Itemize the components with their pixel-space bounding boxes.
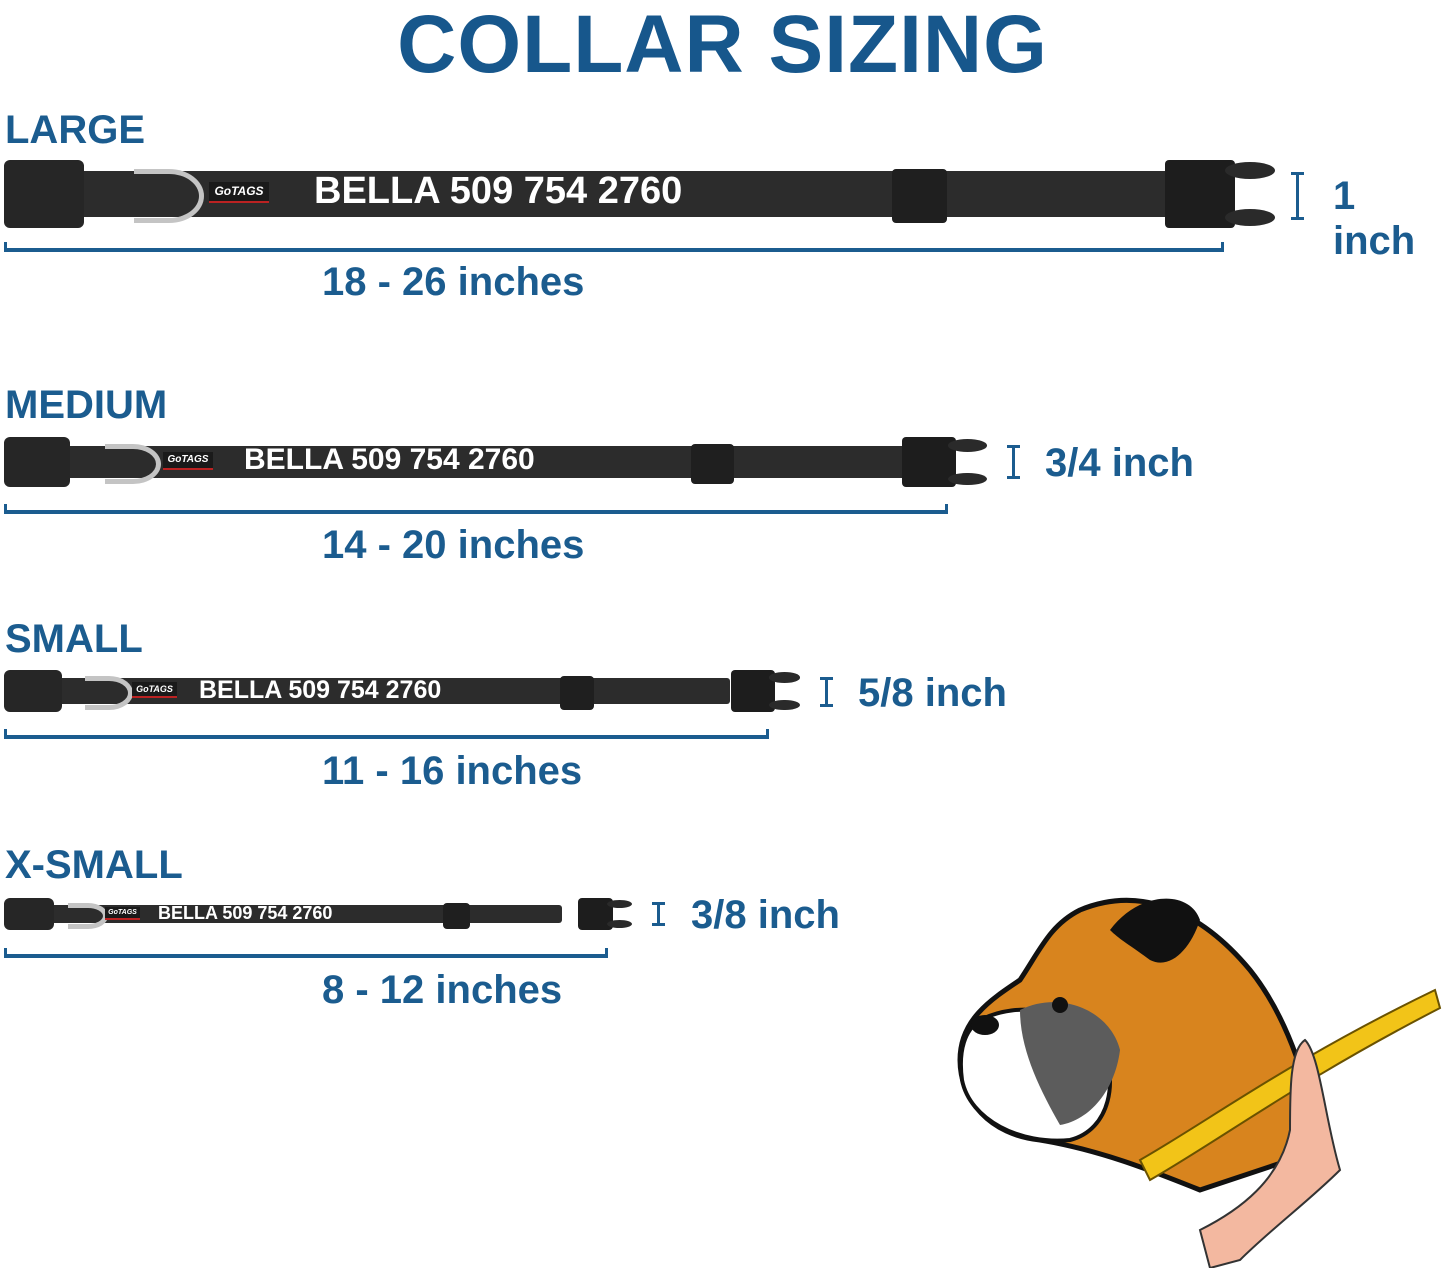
width-label: 3/8 inch — [691, 893, 840, 937]
width-label: 3/4 inch — [1045, 441, 1194, 485]
buckle-prong-bottom — [948, 472, 987, 485]
size-name: MEDIUM — [5, 383, 168, 427]
d-ring — [134, 169, 204, 223]
buckle-prong-top — [948, 439, 987, 452]
d-ring — [68, 903, 108, 929]
brand-logo: GoTAGS — [209, 182, 269, 204]
length-range-label: 18 - 26 inches — [322, 260, 585, 304]
length-range-label: 14 - 20 inches — [322, 523, 585, 567]
buckle-prong-bottom — [1225, 209, 1275, 226]
hand — [1198, 1038, 1342, 1268]
length-line — [4, 948, 608, 958]
engraved-text: BELLA 509 754 2760 — [199, 675, 442, 704]
collar-image: GoTAGS BELLA 509 754 2760 — [4, 670, 800, 712]
brand-logo: GoTAGS — [105, 907, 140, 921]
length-line — [4, 729, 769, 739]
buckle-prong-bottom — [607, 920, 632, 928]
engraved-text: BELLA 509 754 2760 — [314, 170, 683, 213]
male-buckle — [902, 437, 956, 487]
collar-image: GoTAGS BELLA 509 754 2760 — [4, 898, 632, 930]
collar-female-buckle — [4, 898, 54, 930]
adjuster-slider — [892, 169, 947, 223]
page-title: COLLAR SIZING — [397, 0, 1048, 90]
buckle-prong-top — [607, 900, 632, 908]
male-buckle — [731, 670, 775, 712]
width-bracket-icon — [1007, 445, 1020, 479]
buckle-prong-top — [1225, 162, 1275, 179]
engraved-text: BELLA 509 754 2760 — [158, 902, 333, 923]
d-ring — [105, 444, 161, 484]
dog-ear — [1110, 898, 1200, 963]
brand-logo: GoTAGS — [163, 452, 213, 470]
width-bracket-icon — [1291, 172, 1304, 220]
collar-image: GoTAGS BELLA 509 754 2760 — [4, 437, 987, 487]
engraved-text: BELLA 509 754 2760 — [244, 443, 535, 477]
length-range-label: 11 - 16 inches — [322, 749, 583, 793]
dog-eye — [1052, 997, 1068, 1013]
length-range-label: 8 - 12 inches — [322, 968, 563, 1012]
size-name: LARGE — [5, 108, 145, 152]
length-line — [4, 242, 1224, 252]
width-label: 1 inch — [1333, 174, 1416, 263]
dog-nose — [971, 1015, 999, 1035]
size-name: SMALL — [5, 617, 143, 661]
buckle-prong-top — [769, 672, 800, 683]
adjuster-slider — [691, 444, 734, 484]
length-line — [4, 504, 948, 514]
boxer-dog-measuring-illustration — [957, 897, 1442, 1268]
d-ring — [85, 676, 133, 710]
adjuster-slider — [443, 903, 470, 929]
collar-female-buckle — [4, 670, 62, 712]
collar-strap — [24, 905, 562, 923]
width-label: 5/8 inch — [858, 671, 1007, 715]
collar-female-buckle — [4, 160, 84, 228]
adjuster-slider — [560, 676, 594, 710]
width-bracket-icon — [820, 677, 833, 707]
size-name: X-SMALL — [5, 843, 183, 887]
collar-image: GoTAGS BELLA 509 754 2760 — [4, 160, 1275, 228]
collar-female-buckle — [4, 437, 70, 487]
male-buckle — [1165, 160, 1235, 228]
buckle-prong-bottom — [769, 699, 800, 710]
width-bracket-icon — [652, 902, 665, 926]
dog-mask — [1020, 1002, 1120, 1125]
brand-logo: GoTAGS — [132, 682, 177, 699]
